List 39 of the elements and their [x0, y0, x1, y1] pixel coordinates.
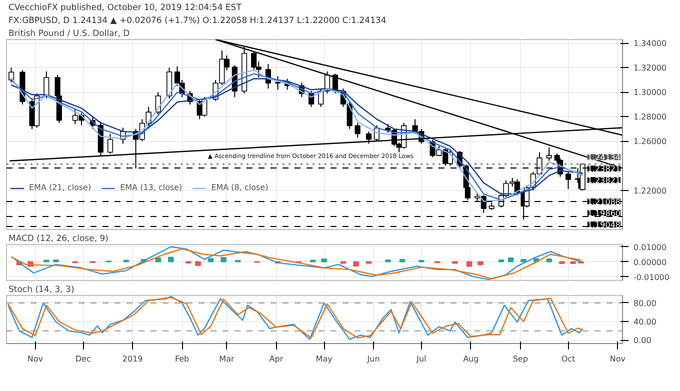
x-tick-label: Feb	[174, 354, 190, 364]
x-tick-label: Aug	[463, 354, 479, 364]
text: CVecchioFX published, October 10, 2019 12:04:54 EST	[8, 3, 242, 13]
ref-line-label: 1.19860	[587, 209, 621, 218]
text: FX:GBPUSD, D 1.24134 ▲ +0.02076 (+1.7%) O:1.22058 H:1.24137 L:1.22000 C:1.24134	[8, 16, 386, 26]
x-tick-label: Nov	[610, 354, 626, 364]
x-tick-label: Mar	[219, 354, 235, 364]
x-tick-label: Jun	[366, 354, 380, 364]
legend-label: EMA (21, close)	[29, 183, 92, 192]
ref-line-label: 1.21088	[587, 198, 621, 206]
x-tick-label: May	[316, 354, 333, 364]
ref-line-label: 1.23821	[587, 164, 621, 174]
y-tick-label: 0.00	[634, 336, 652, 346]
y-tick-label: 1.32000	[634, 64, 667, 73]
annotation: 1.23821	[587, 176, 621, 186]
y-tick-label: 0.01000	[634, 242, 667, 252]
legend-label: EMA (13, close)	[120, 183, 182, 192]
y-tick-label: 1.26000	[634, 137, 667, 146]
ref-line-label: 1.24134	[587, 153, 621, 162]
x-tick-label: Sep	[512, 354, 528, 364]
chart-title: Stoch (14, 3, 3)	[8, 285, 74, 295]
x-tick-label: Apr	[269, 354, 284, 364]
ref-line-label: 1.19048	[587, 220, 621, 230]
x-tick-label: 2019	[122, 354, 143, 364]
y-tick-label: 1.30000	[634, 88, 667, 98]
x-tick-label: Jul	[416, 354, 426, 364]
y-tick-label: -0.01000	[634, 272, 670, 282]
y-tick-label: 0.00000	[634, 258, 667, 267]
chart-title: MACD (12, 26, close, 9)	[8, 234, 108, 244]
y-tick-label: 80.00	[634, 298, 656, 308]
chart-title: British Pound / U.S. Dollar, D	[8, 29, 130, 39]
x-tick-label: Dec	[75, 354, 91, 364]
x-tick-label: Nov	[27, 354, 44, 364]
y-tick-label: 1.28000	[634, 112, 667, 122]
x-tick-label: Oct	[561, 354, 576, 364]
y-tick-label: 1.34000	[634, 39, 667, 48]
y-tick-label: 1.22000	[634, 186, 667, 196]
y-tick-label: 40.00	[634, 318, 656, 327]
legend-label: EMA (8, close)	[211, 183, 268, 192]
